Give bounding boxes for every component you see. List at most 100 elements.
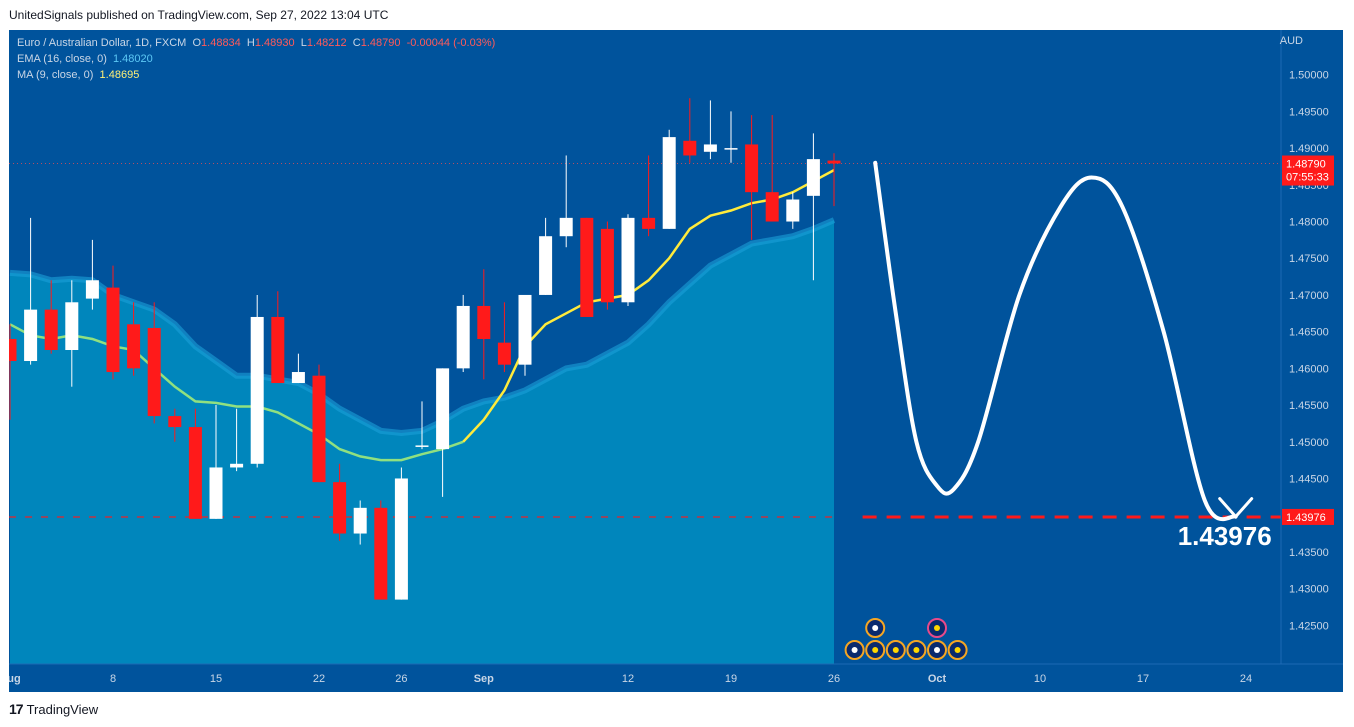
- candle: [106, 265, 120, 380]
- candle-body: [44, 309, 58, 350]
- price-tick-label: 1.49500: [1289, 106, 1329, 118]
- candle: [456, 294, 470, 373]
- ma-value: 1.48695: [99, 69, 140, 81]
- eu-event-icon[interactable]: [865, 640, 886, 660]
- time-tick-label: 24: [1240, 673, 1252, 685]
- candle-body: [85, 280, 99, 299]
- candle-body: [415, 445, 429, 447]
- time-tick-label: 12: [622, 673, 634, 685]
- event-marker-dot: [913, 647, 920, 653]
- projection-arrowhead: [1218, 497, 1254, 519]
- low-label: L: [300, 37, 307, 49]
- candle: [600, 221, 614, 310]
- open-label: O: [192, 37, 202, 49]
- candle-body: [394, 478, 408, 600]
- candle-body: [662, 137, 676, 229]
- countdown-value: 07:55:33: [1286, 172, 1329, 184]
- last-price-value: 1.48790: [1286, 159, 1326, 171]
- candle-body: [291, 372, 305, 384]
- candle: [786, 192, 800, 229]
- time-tick-label: 17: [1137, 673, 1149, 685]
- au-event-icon[interactable]: [927, 640, 947, 660]
- candle-body: [786, 199, 800, 222]
- candle-body: [353, 507, 367, 534]
- candle: [827, 153, 841, 207]
- candle: [271, 291, 285, 384]
- candle: [250, 294, 264, 468]
- tradingview-logo-icon: 17: [9, 701, 24, 717]
- eu-event-icon[interactable]: [927, 618, 947, 638]
- candle-body: [724, 148, 738, 150]
- time-tick-label: 26: [828, 673, 840, 685]
- price-tick-label: 1.44500: [1289, 473, 1329, 485]
- candle: [394, 467, 408, 600]
- candle: [127, 302, 141, 376]
- publisher-attribution: UnitedSignals published on TradingView.c…: [9, 8, 389, 22]
- au-event-icon[interactable]: [865, 618, 886, 638]
- candle-body: [147, 327, 161, 417]
- candle-body: [271, 316, 285, 384]
- time-tick-label: 26: [395, 673, 407, 685]
- footer-brand[interactable]: 17 TradingView: [9, 701, 98, 717]
- price-tick-label: 1.48000: [1289, 217, 1329, 229]
- chart-frame[interactable]: 1.43976 1.50000 1.49500 1.49000 1.48500 1.480…: [9, 30, 1343, 692]
- candle-body: [436, 368, 450, 450]
- candle-body: [497, 342, 511, 365]
- eu-event-icon[interactable]: [947, 640, 968, 660]
- legend-ma-row[interactable]: MA (9, close, 0) 1.48695: [17, 67, 495, 83]
- candle: [147, 302, 161, 424]
- au-event-icon[interactable]: [844, 640, 865, 660]
- candle: [703, 100, 717, 160]
- target-price-value: 1.43976: [1286, 512, 1326, 524]
- candle: [85, 239, 99, 310]
- candle-body: [806, 159, 820, 196]
- time-tick-label: 8: [110, 673, 116, 685]
- event-marker-dot: [934, 625, 940, 631]
- candle-body: [9, 338, 17, 362]
- candle: [580, 217, 594, 317]
- close-label: C: [352, 37, 361, 49]
- high-value: 1.48930: [254, 37, 295, 49]
- legend-ema-row[interactable]: EMA (16, close, 0) 1.48020: [17, 51, 495, 67]
- time-tick-label: Aug: [9, 673, 21, 685]
- candle-body: [765, 192, 779, 222]
- event-marker-dot: [872, 647, 879, 653]
- candle-body: [827, 160, 841, 164]
- candle: [745, 115, 759, 240]
- ma-label: MA (9, close, 0): [17, 69, 94, 81]
- price-tick-label: 1.46500: [1289, 327, 1329, 339]
- candle-body: [621, 217, 635, 303]
- candle: [168, 408, 182, 442]
- event-marker-dot: [851, 647, 858, 653]
- price-chart[interactable]: 1.439761.500001.495001.490001.485001.480…: [9, 30, 1343, 692]
- price-tick-label: 1.50000: [1289, 70, 1329, 82]
- candle: [642, 155, 656, 237]
- chart-legend: Euro / Australian Dollar, 1D, FXCM O1.48…: [17, 35, 495, 83]
- symbol-name[interactable]: Euro / Australian Dollar, 1D, FXCM: [17, 37, 187, 49]
- candle: [497, 302, 511, 373]
- candle-body: [559, 217, 573, 237]
- candle: [539, 217, 553, 295]
- ema-label: EMA (16, close, 0): [17, 53, 107, 65]
- time-tick-label: 15: [210, 673, 222, 685]
- target-price-big-text: 1.43976: [1178, 521, 1272, 551]
- candle: [188, 408, 202, 519]
- last-price-badge-bg: [1282, 155, 1334, 186]
- eu-event-icon[interactable]: [906, 640, 927, 660]
- candle-body: [745, 144, 759, 193]
- eu-event-icon[interactable]: [885, 640, 906, 660]
- candle-body: [600, 228, 614, 303]
- candle-body: [24, 309, 38, 362]
- currency-label: AUD: [1279, 35, 1303, 47]
- open-value: 1.48834: [201, 37, 241, 49]
- time-tick-label: 10: [1034, 673, 1046, 685]
- candle: [765, 115, 779, 222]
- candle-body: [518, 294, 532, 365]
- legend-symbol-row: Euro / Australian Dollar, 1D, FXCM O1.48…: [17, 35, 495, 51]
- candle: [230, 408, 244, 472]
- candle-body: [539, 236, 553, 295]
- candle: [374, 500, 388, 600]
- candle-body: [230, 463, 244, 468]
- candle-body: [106, 287, 120, 373]
